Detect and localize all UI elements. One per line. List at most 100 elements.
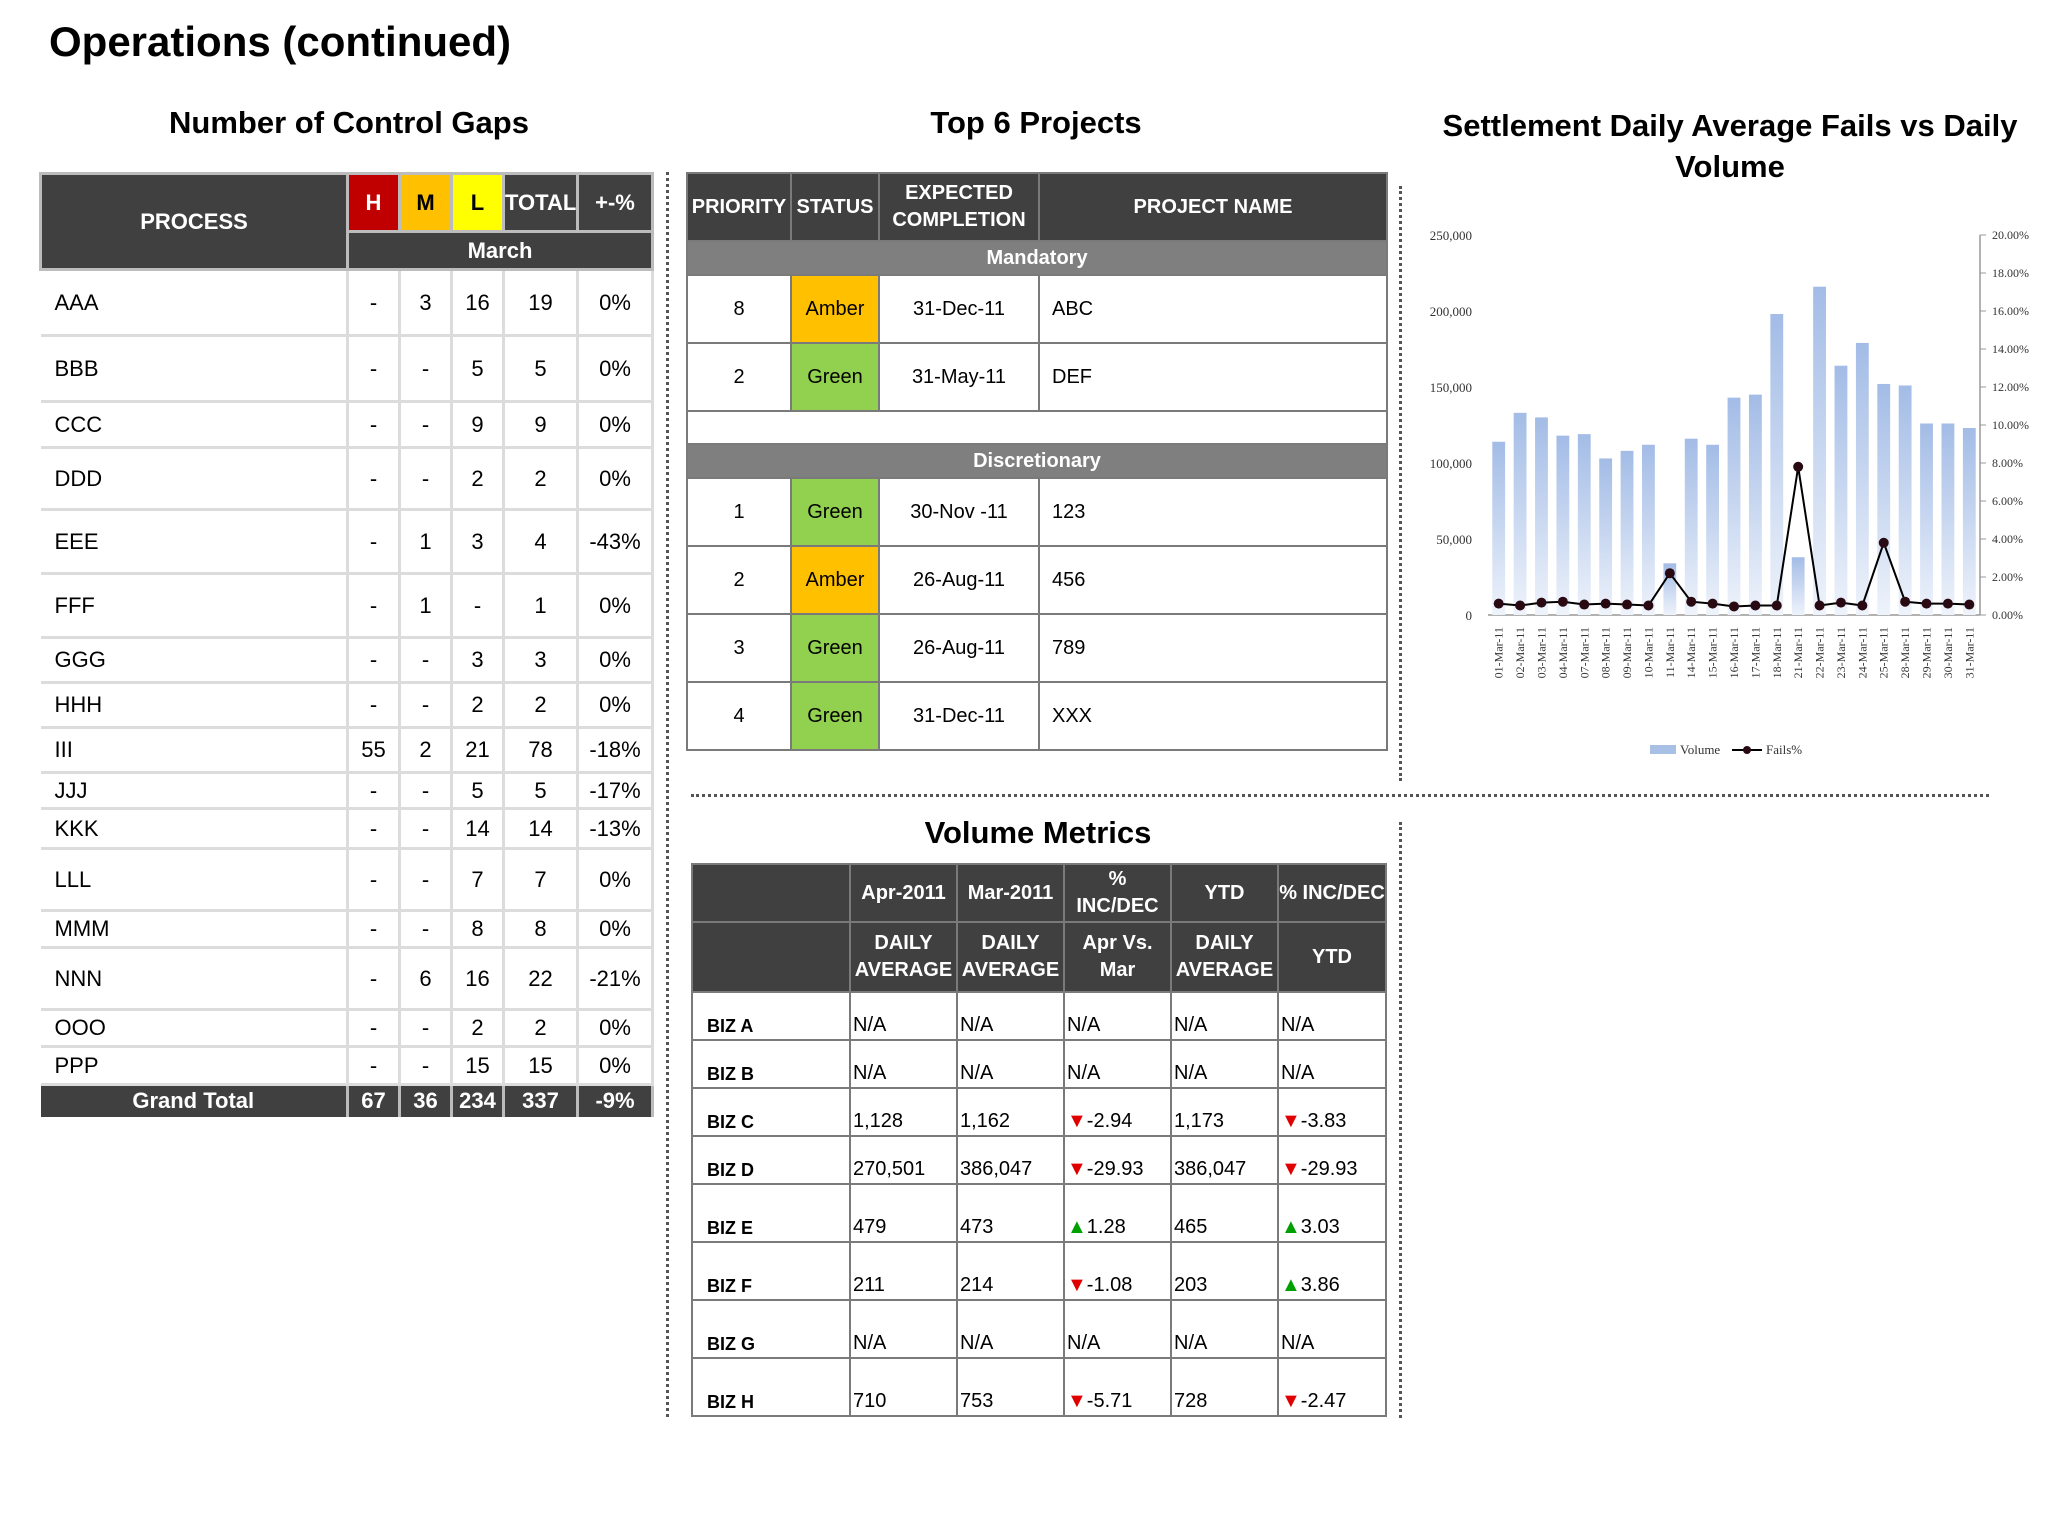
down-arrow-icon: ▼ [1281, 1390, 1301, 1412]
value-cell: - [347, 910, 401, 949]
value-cell: - [347, 335, 401, 403]
value-cell: - [347, 509, 401, 575]
x-tick-label: 25-Mar-11 [1877, 627, 1891, 678]
value-cell: 5 [451, 772, 505, 810]
left-tick-label: 0 [1466, 608, 1473, 623]
table-row: PPP - -15 15 0% [40, 1046, 654, 1086]
x-tick-label: 02-Mar-11 [1513, 627, 1527, 678]
value-cell: 2 [451, 682, 505, 729]
process-cell: III [40, 727, 349, 774]
apr-cell: 211 [849, 1241, 958, 1301]
mar-value: N/A [960, 1332, 994, 1354]
completion-cell: 31-May-11 [878, 342, 1040, 412]
x-tick-label: 28-Mar-11 [1898, 627, 1912, 678]
project-name-cell: DEF [1038, 342, 1388, 412]
down-arrow-icon: ▼ [1067, 1390, 1087, 1412]
priority-cell: 3 [686, 613, 792, 683]
value-cell: 9 [451, 401, 505, 449]
fails-point [1921, 598, 1932, 609]
ytd_chg-cell: ▼-3.83 [1277, 1087, 1387, 1137]
ytd_chg-value: 3.03 [1300, 1216, 1340, 1238]
low-header: L [450, 172, 505, 233]
vol-header-2: YTD [1277, 921, 1387, 993]
process-cell: MMM [40, 910, 349, 949]
apr-value: N/A [853, 1014, 887, 1036]
biz-value: BIZ E [707, 1218, 754, 1238]
process-cell: BBB [40, 335, 349, 403]
chg-cell: ▲1.28 [1063, 1183, 1172, 1243]
value-cell: 3 [451, 509, 505, 575]
status-cell: Amber [790, 274, 880, 344]
x-tick-label: 21-Mar-11 [1791, 627, 1805, 678]
ytd_chg-cell: ▲3.86 [1277, 1241, 1387, 1301]
vol-header-1: Apr-2011 [849, 863, 958, 923]
right-tick-label: 0.00% [1992, 608, 2023, 622]
separator-left [666, 172, 669, 1417]
x-tick-label: 10-Mar-11 [1641, 627, 1655, 678]
mar-cell: N/A [956, 991, 1065, 1041]
mar-cell: N/A [956, 1299, 1065, 1359]
x-tick-label: 17-Mar-11 [1748, 627, 1762, 678]
value-cell: 0% [577, 401, 654, 449]
volume-title: Volume Metrics [924, 815, 1152, 850]
chg-cell: N/A [1063, 991, 1172, 1041]
project-row: 3 Green 26-Aug-11 789 [686, 613, 1388, 683]
biz-value: BIZ G [707, 1334, 755, 1354]
separator-right-bottom [1399, 822, 1402, 1418]
volume-bar [1834, 365, 1848, 615]
biz-cell: BIZ F [691, 1241, 851, 1301]
legend-fails-marker [1743, 746, 1751, 754]
volume-row: BIZ E 479 473 ▲1.28 465 ▲3.03 [691, 1183, 1387, 1243]
value-cell: - [399, 401, 453, 449]
mar-cell: 214 [956, 1241, 1065, 1301]
apr-value: N/A [853, 1062, 887, 1084]
volume-bar [1535, 417, 1548, 615]
value-cell: 1 [399, 573, 453, 639]
volume-bar [1513, 412, 1527, 615]
process-cell: HHH [40, 682, 349, 729]
volume-bar [1620, 450, 1634, 615]
ytd-cell: 386,047 [1170, 1135, 1279, 1185]
fails-point [1493, 598, 1504, 609]
value-cell: 7 [451, 848, 505, 912]
fails-point [1793, 461, 1804, 472]
settlement-chart: 0 50,000 100,000 150,000 200,000 250,000 0.00%… [1430, 228, 2029, 757]
mar-cell: 473 [956, 1183, 1065, 1243]
grand-total-value: 234 [451, 1084, 505, 1117]
fails-point [1900, 596, 1911, 607]
apr-cell: N/A [849, 991, 958, 1041]
value-cell: - [347, 848, 401, 912]
value-cell: 2 [399, 727, 453, 774]
fails-point [1707, 598, 1718, 609]
ytd-cell: 465 [1170, 1183, 1279, 1243]
fails-point [1664, 568, 1675, 579]
value-cell: -13% [577, 808, 654, 850]
chg-value: -2.94 [1086, 1110, 1133, 1132]
apr-cell: 1,128 [849, 1087, 958, 1137]
x-tick-label: 08-Mar-11 [1599, 627, 1613, 678]
volume-bar [1962, 428, 1976, 615]
x-tick-label: 09-Mar-11 [1620, 627, 1634, 678]
fails-point [1857, 600, 1868, 611]
chg-cell: N/A [1063, 1299, 1172, 1359]
chart-title: Settlement Daily Average Fails vs Daily … [1442, 108, 2018, 184]
mar-value: N/A [960, 1014, 994, 1036]
right-tick-label: 6.00% [1992, 494, 2023, 508]
volume-bar [1920, 423, 1933, 615]
chg-value: N/A [1067, 1332, 1101, 1354]
value-cell: 7 [503, 848, 579, 912]
biz-cell: BIZ C [691, 1087, 851, 1137]
value-cell: -18% [577, 727, 654, 774]
right-tick-label: 20.00% [1992, 228, 2029, 242]
down-arrow-icon: ▼ [1067, 1110, 1087, 1132]
mar-cell: 1,162 [956, 1087, 1065, 1137]
fails-point [1964, 599, 1975, 610]
priority-header: PRIORITY [686, 172, 792, 242]
ytd-cell: 728 [1170, 1357, 1279, 1417]
ytd_chg-value: N/A [1281, 1332, 1315, 1354]
value-cell: 2 [503, 682, 579, 729]
project-row: 4 Green 31-Dec-11 XXX [686, 681, 1388, 751]
table-row: OOO - -2 2 0% [40, 1009, 654, 1048]
project-name-cell: ABC [1038, 274, 1388, 344]
grand-total-value: 36 [399, 1084, 453, 1117]
